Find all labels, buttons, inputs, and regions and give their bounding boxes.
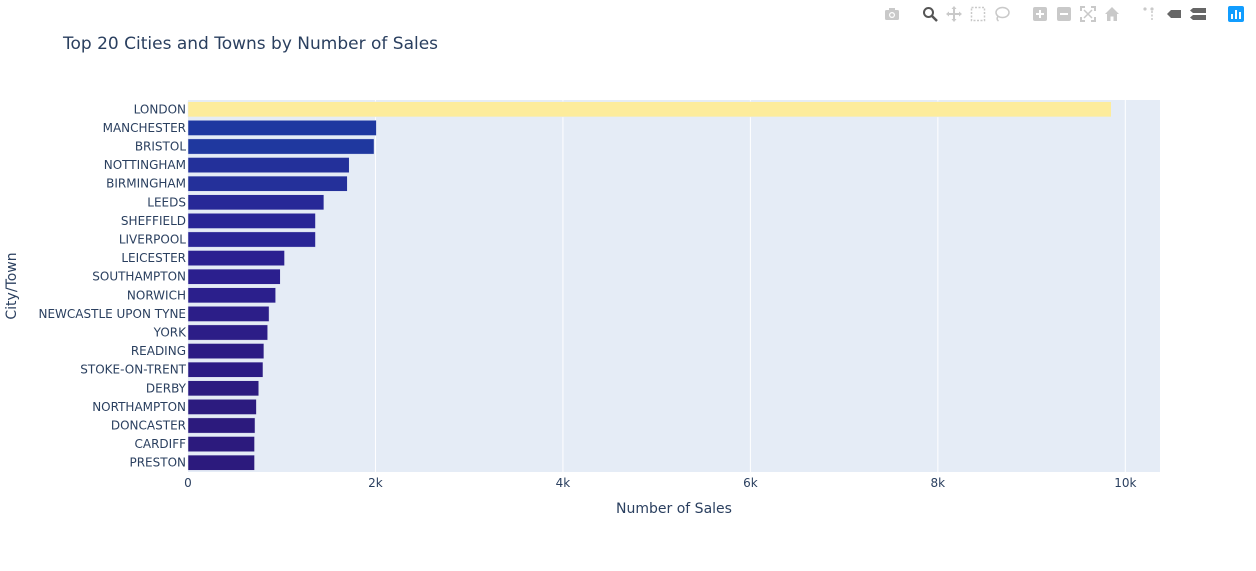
y-tick-label: LEEDS: [147, 195, 186, 209]
y-tick-label: CARDIFF: [134, 437, 186, 451]
y-tick-label: DERBY: [146, 381, 187, 395]
autoscale-icon[interactable]: [1078, 4, 1098, 24]
x-tick-label: 8k: [931, 476, 946, 490]
modebar: [864, 4, 1246, 24]
bar-york[interactable]: [187, 324, 268, 341]
bar-preston[interactable]: [187, 454, 255, 471]
bar-liverpool[interactable]: [187, 231, 316, 248]
plotly-logo-icon[interactable]: [1226, 4, 1246, 24]
bar-birmingham[interactable]: [187, 175, 348, 192]
bar-doncaster[interactable]: [187, 417, 256, 434]
zoom-in-icon[interactable]: [1030, 4, 1050, 24]
y-tick-label: LONDON: [134, 102, 186, 116]
y-tick-label: MANCHESTER: [103, 121, 186, 135]
bar-southampton[interactable]: [187, 268, 281, 285]
zoom-out-icon[interactable]: [1054, 4, 1074, 24]
bar-norwich[interactable]: [187, 287, 276, 304]
bars: [187, 101, 1112, 471]
bar-leeds[interactable]: [187, 194, 325, 211]
chart-title: Top 20 Cities and Towns by Number of Sal…: [63, 34, 439, 54]
y-tick-label: NOTTINGHAM: [104, 158, 186, 172]
reset-axes-icon[interactable]: [1102, 4, 1122, 24]
bar-reading[interactable]: [187, 343, 265, 359]
camera-icon[interactable]: [882, 4, 902, 24]
y-tick-label: STOKE-ON-TRENT: [80, 363, 186, 377]
hover-compare-icon[interactable]: [1188, 4, 1208, 24]
y-tick-label: YORK: [153, 326, 187, 340]
y-tick-label: DONCASTER: [111, 419, 186, 433]
bar-sheffield[interactable]: [187, 213, 316, 229]
plot-area: [188, 100, 1160, 472]
bar-bristol[interactable]: [187, 138, 375, 155]
zoom-icon[interactable]: [920, 4, 940, 24]
y-tick-label: NORTHAMPTON: [92, 400, 186, 414]
bar-leicester[interactable]: [187, 250, 285, 266]
y-tick-label: LEICESTER: [121, 251, 186, 265]
x-tick-labels: 0 2k 4k 6k 8k 10k: [184, 476, 1136, 490]
box-select-icon[interactable]: [968, 4, 988, 24]
y-tick-label: NORWICH: [127, 288, 186, 302]
lasso-select-icon[interactable]: [992, 4, 1012, 24]
y-tick-label: NEWCASTLE UPON TYNE: [38, 307, 186, 321]
y-tick-labels: LONDON MANCHESTER BRISTOL NOTTINGHAM BIRMING…: [38, 102, 187, 469]
x-tick-label: 6k: [743, 476, 758, 490]
x-tick-label: 0: [184, 476, 192, 490]
y-tick-label: SHEFFIELD: [121, 214, 186, 228]
y-tick-label: LIVERPOOL: [119, 233, 186, 247]
bar-newcastle-upon-tyne[interactable]: [187, 306, 270, 322]
bar-nottingham[interactable]: [187, 157, 350, 173]
y-tick-label: PRESTON: [129, 456, 186, 470]
y-axis-title: City/Town: [4, 252, 20, 319]
spike-lines-icon[interactable]: [1140, 4, 1160, 24]
pan-icon[interactable]: [944, 4, 964, 24]
bar-cardiff[interactable]: [187, 436, 255, 452]
x-tick-label: 10k: [1114, 476, 1136, 490]
x-tick-label: 4k: [556, 476, 571, 490]
y-tick-label: BRISTOL: [135, 140, 187, 154]
bar-stoke-on-trent[interactable]: [187, 361, 264, 378]
y-tick-label: SOUTHAMPTON: [92, 270, 186, 284]
bar-northampton[interactable]: [187, 399, 257, 415]
hover-closest-icon[interactable]: [1164, 4, 1184, 24]
x-tick-label: 2k: [368, 476, 383, 490]
y-tick-label: BIRMINGHAM: [106, 177, 186, 191]
x-axis-title: Number of Sales: [616, 501, 732, 517]
bar-manchester[interactable]: [187, 120, 377, 136]
y-tick-label: READING: [131, 344, 186, 358]
bar-london[interactable]: [187, 101, 1112, 118]
gridlines: [374, 100, 1126, 472]
bar-derby[interactable]: [187, 380, 260, 397]
